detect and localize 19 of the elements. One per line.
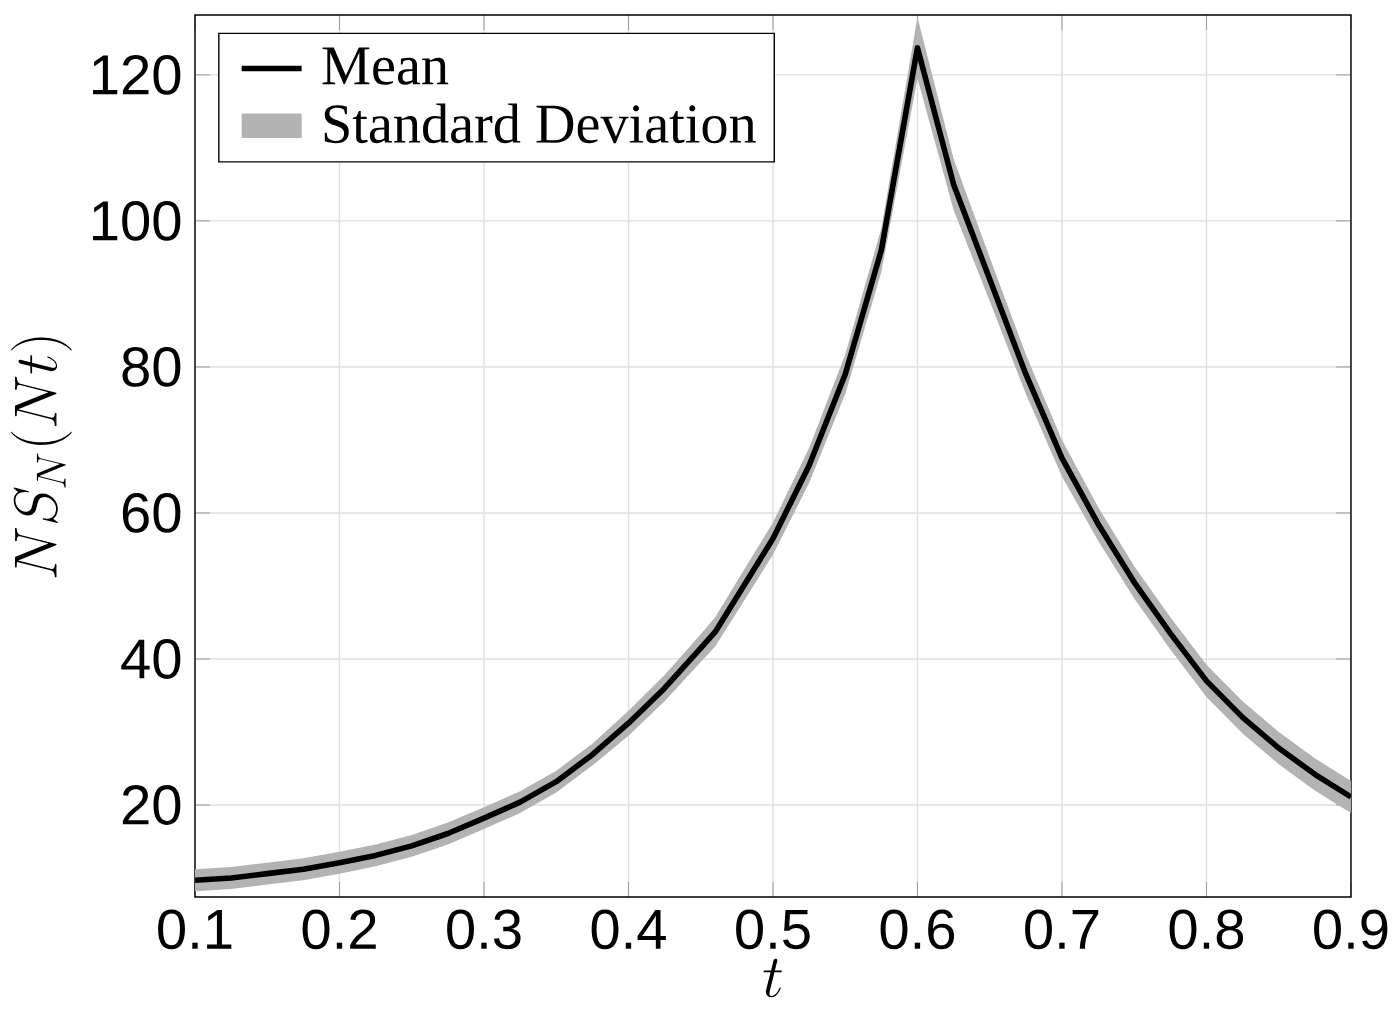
y-tick-label: 100: [93, 201, 181, 241]
x-tick-label: 0.8: [1169, 909, 1244, 950]
x-tick-label: 0.9: [1314, 909, 1388, 950]
x-tick-label: 0.5: [736, 909, 810, 950]
y-tick-label: 60: [122, 493, 181, 533]
y-axis-title: $NS_N(Nt)$: [11, 337, 72, 578]
x-tick-label: 0.6: [880, 909, 955, 950]
legend-label: Mean: [322, 47, 449, 85]
x-tick-label: 0.4: [591, 909, 666, 950]
x-axis-title: $t$: [763, 958, 782, 998]
x-tick-label: 0.3: [447, 909, 521, 950]
y-tick-label: 120: [93, 54, 181, 95]
x-tick-label: 0.1: [158, 909, 232, 950]
y-tick-label: 40: [121, 639, 181, 679]
x-tick-label: 0.2: [302, 909, 376, 950]
x-tick-label: 0.7: [1025, 909, 1099, 950]
y-tick-label: 80: [122, 347, 181, 387]
y-tick-label: 20: [122, 785, 181, 825]
annotation: Standard Deviation: [324, 103, 756, 144]
